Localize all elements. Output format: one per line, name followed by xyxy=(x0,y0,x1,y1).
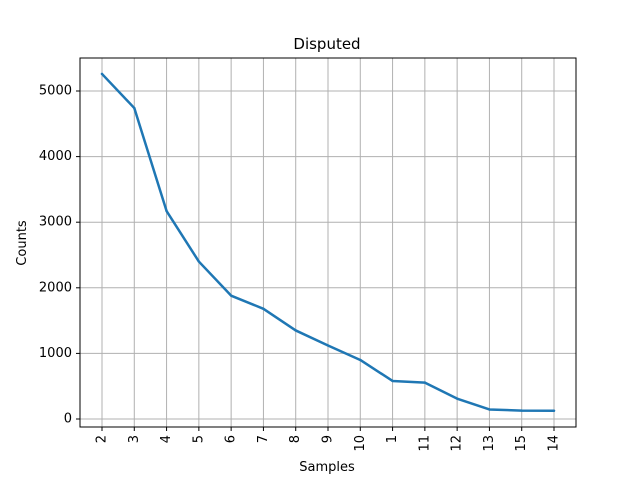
x-tick-label: 11 xyxy=(417,435,432,452)
data-point xyxy=(197,260,201,263)
x-tick-label: 2 xyxy=(95,435,110,443)
y-tick-label: 3000 xyxy=(39,215,72,230)
x-tick-label: 5 xyxy=(191,435,206,443)
x-axis-title: Samples xyxy=(299,460,355,475)
data-point xyxy=(391,379,394,383)
x-tick-label: 7 xyxy=(256,435,271,443)
x-tick-label: 15 xyxy=(514,435,529,452)
data-point xyxy=(359,358,362,362)
data-point xyxy=(423,381,427,384)
y-tick-label: 2000 xyxy=(39,280,72,295)
y-tick-label: 1000 xyxy=(39,346,72,361)
data-point xyxy=(326,344,330,347)
data-point xyxy=(262,307,265,310)
x-tick-label: 12 xyxy=(450,435,465,452)
series-group xyxy=(100,72,556,413)
x-tick-label: 4 xyxy=(159,435,174,443)
x-tick-label: 10 xyxy=(353,435,368,452)
x-tick-label: 8 xyxy=(288,435,303,443)
x-axis: 2 3 4 5 6 7 8 9 10 1 11 12 13 15 14 xyxy=(95,427,562,452)
y-axis-title: Counts xyxy=(15,220,30,266)
x-tick-label: 1 xyxy=(385,435,400,443)
y-tick-label: 4000 xyxy=(39,149,72,164)
y-tick-label: 5000 xyxy=(39,84,72,99)
data-point xyxy=(133,106,136,110)
data-point xyxy=(552,409,556,412)
data-point xyxy=(165,209,168,213)
data-point xyxy=(455,397,459,400)
data-point xyxy=(229,294,233,297)
grid xyxy=(80,58,576,427)
x-tick-label: 13 xyxy=(482,435,497,452)
y-axis: 0 1000 2000 3000 4000 5000 xyxy=(39,84,80,427)
x-tick-label: 9 xyxy=(321,435,336,443)
data-point xyxy=(520,409,523,412)
data-point xyxy=(488,408,491,411)
x-tick-label: 14 xyxy=(547,435,562,452)
x-tick-label: 3 xyxy=(127,435,142,443)
data-point xyxy=(294,329,297,332)
x-tick-label: 6 xyxy=(224,435,239,443)
chart-title: Disputed xyxy=(293,35,360,53)
data-point xyxy=(100,72,104,76)
y-tick-label: 0 xyxy=(64,412,72,427)
